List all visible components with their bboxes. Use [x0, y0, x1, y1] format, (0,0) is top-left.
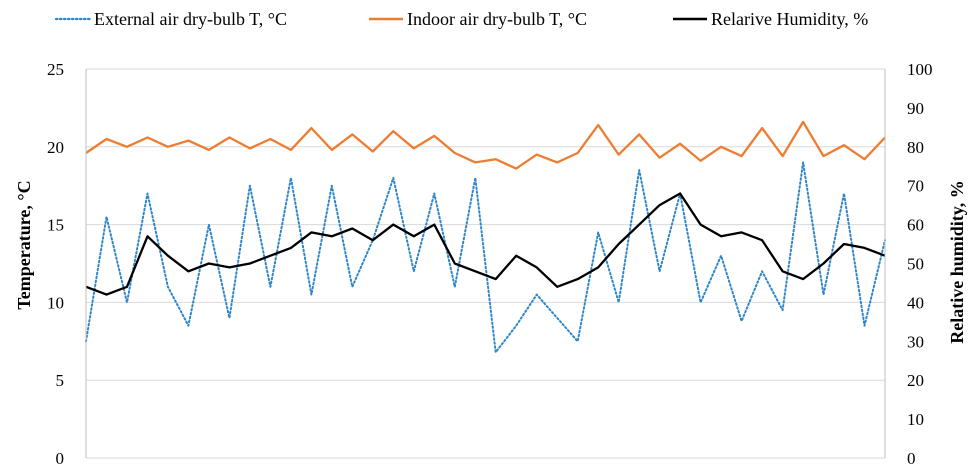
- y-tick-label: 5: [56, 371, 65, 390]
- y-axis-title: Temperature, °C: [14, 180, 34, 309]
- series-lines: [85, 120, 886, 354]
- legend-label: External air dry-bulb T, °C: [94, 9, 287, 29]
- y2-axis-title: Relative humidity, %: [947, 180, 967, 344]
- axes: 0 5 10 15 20 25 0 10 20 30 40 50 60 70 80 90 100: [47, 60, 933, 466]
- y2-tick-label: 20: [907, 371, 924, 390]
- y-tick-label: 15: [47, 216, 64, 235]
- y2-tick-label: 90: [907, 99, 924, 118]
- legend-label: Indoor air dry-bulb T, °C: [407, 9, 587, 29]
- y2-tick-label: 10: [907, 410, 924, 429]
- y-tick-label: 0: [56, 449, 65, 466]
- y2-tick-label: 50: [907, 255, 924, 274]
- y2-tick-label: 60: [907, 216, 924, 235]
- y2-tick-label: 100: [907, 60, 933, 79]
- y-tick-label: 25: [47, 60, 64, 79]
- y2-tick-label: 70: [907, 177, 924, 196]
- y-tick-label: 10: [47, 293, 64, 312]
- series-line-1: [85, 120, 886, 170]
- y2-tick-label: 0: [907, 449, 916, 466]
- series-line-0: [85, 161, 886, 354]
- y2-tick-label: 40: [907, 293, 924, 312]
- gridlines: [86, 68, 885, 459]
- series-line-2: [85, 192, 886, 296]
- y-tick-label: 20: [47, 138, 64, 157]
- y2-tick-label: 30: [907, 332, 924, 351]
- legend: External air dry-bulb T, °C Indoor air dr…: [54, 9, 868, 29]
- legend-label: Relarive Humidity, %: [711, 9, 868, 29]
- y2-tick-label: 80: [907, 138, 924, 157]
